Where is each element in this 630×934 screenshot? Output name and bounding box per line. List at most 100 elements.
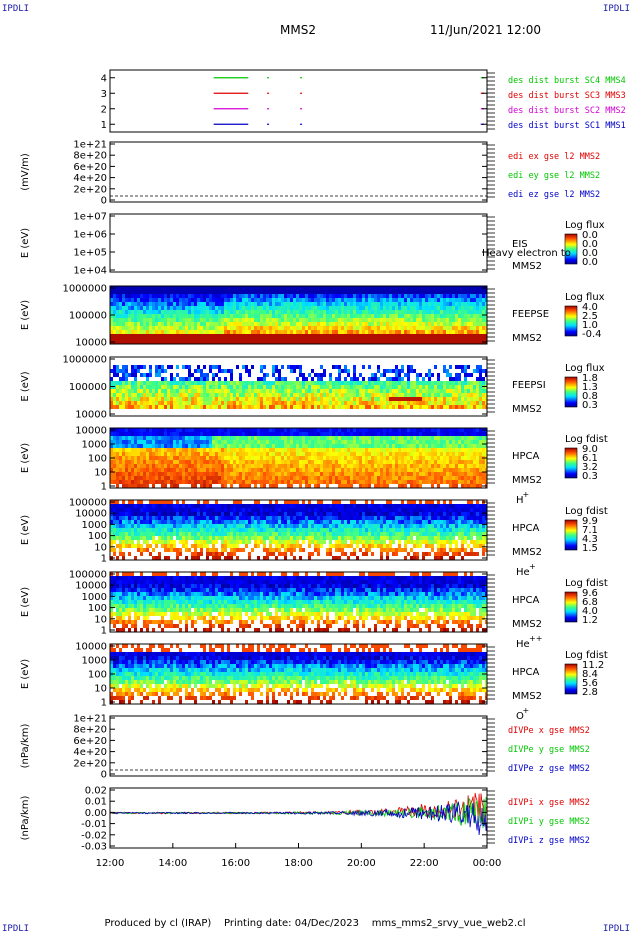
spectrogram-cell (158, 452, 161, 456)
spectrogram-cell (194, 460, 197, 464)
spectrogram-cell (326, 393, 329, 397)
spectrogram-cell (308, 298, 311, 302)
spectrogram-cell (224, 326, 227, 330)
spectrogram-cell (356, 377, 359, 381)
spectrogram-cell (281, 342, 284, 344)
spectrogram-cell (332, 444, 335, 448)
spectrogram-cell (191, 397, 194, 401)
spectrogram-cell (191, 314, 194, 318)
spectrogram-cell (278, 405, 281, 409)
spectrogram-cell (251, 448, 254, 452)
spectrogram-cell (260, 472, 263, 476)
spectrogram-cell (194, 314, 197, 318)
spectrogram-cell (437, 480, 440, 484)
spectrogram-cell (323, 338, 326, 342)
spectrogram-cell (110, 448, 113, 452)
spectrogram-cell (275, 432, 278, 436)
spectrogram-cell (275, 302, 278, 306)
spectrogram-cell (338, 298, 341, 302)
spectrogram-cell (272, 405, 275, 409)
spectrogram-cell (464, 302, 467, 306)
spectrogram-cell (209, 428, 212, 432)
spectrogram-cell (170, 298, 173, 302)
spectrogram-cell (479, 401, 482, 405)
spectrogram-cell (440, 306, 443, 310)
spectrogram-cell (311, 369, 314, 373)
spectrogram-cell (389, 405, 392, 409)
spectrogram-cell (335, 436, 338, 440)
spectrogram-cell (365, 436, 368, 440)
spectrogram-cell (467, 290, 470, 294)
spectrogram-cell (203, 338, 206, 342)
spectrogram-cell (116, 393, 119, 397)
spectrogram-cell (308, 460, 311, 464)
spectrogram-cell (179, 456, 182, 460)
spectrogram-cell (128, 306, 131, 310)
spectrogram-cell (323, 444, 326, 448)
spectrogram-cell (209, 464, 212, 468)
spectrogram-cell (428, 338, 431, 342)
spectrogram-cell (224, 310, 227, 314)
spectrogram-cell (185, 377, 188, 381)
spectrogram-cell (335, 338, 338, 342)
spectrogram-cell (485, 302, 487, 306)
spectrogram-cell (128, 290, 131, 294)
spectrogram-cell (458, 381, 461, 385)
spectrogram-cell (377, 472, 380, 476)
spectrogram-cell (479, 302, 482, 306)
spectrogram-cell (368, 342, 371, 344)
spectrogram-cell (266, 322, 269, 326)
spectrogram-cell (413, 393, 416, 397)
spectrogram-cell (380, 318, 383, 322)
spectrogram-cell (122, 405, 125, 409)
spectrogram-cell (206, 401, 209, 405)
spectrogram-cell (461, 322, 464, 326)
spectrogram-cell (299, 298, 302, 302)
spectrogram-cell (158, 298, 161, 302)
spectrogram-cell (266, 314, 269, 318)
spectrogram-cell (431, 468, 434, 472)
spectrogram-cell (119, 405, 122, 409)
spectrogram-cell (137, 428, 140, 432)
spectrogram-cell (389, 428, 392, 432)
spectrogram-cell (392, 480, 395, 484)
spectrogram-cell (188, 342, 191, 344)
spectrogram-cell (461, 294, 464, 298)
spectrogram-cell (380, 342, 383, 344)
spectrogram-cell (167, 306, 170, 310)
spectrogram-cell (383, 294, 386, 298)
spectrogram-cell (167, 338, 170, 342)
spectrogram-cell (203, 294, 206, 298)
spectrogram-cell (446, 468, 449, 472)
spectrogram-cell (449, 377, 452, 381)
spectrogram-cell (131, 326, 134, 330)
spectrogram-cell (437, 444, 440, 448)
spectrogram-cell (413, 290, 416, 294)
y-tick-label: 8e+20 (73, 151, 107, 162)
spectrogram-cell (413, 318, 416, 322)
spectrogram-cell (302, 444, 305, 448)
spectrogram-cell (125, 310, 128, 314)
spectrogram-cell (161, 476, 164, 480)
spectrogram-cell (473, 456, 476, 460)
spectrogram-cell (293, 397, 296, 401)
spectrogram-cell (245, 428, 248, 432)
spectrogram-cell (386, 460, 389, 464)
spectrogram-cell (341, 480, 344, 484)
spectrogram-cell (110, 338, 113, 342)
spectrogram-cell (317, 476, 320, 480)
spectrogram-cell (131, 452, 134, 456)
spectrogram-cell (377, 397, 380, 401)
spectrogram-cell (164, 338, 167, 342)
spectrogram-cell (332, 460, 335, 464)
spectrogram-cell (341, 476, 344, 480)
spectrogram-cell (356, 334, 359, 338)
spectrogram-cell (374, 286, 377, 290)
spectrogram-cell (380, 294, 383, 298)
spectrogram-cell (221, 369, 224, 373)
spectrogram-cell (155, 302, 158, 306)
spectrogram-cell (326, 440, 329, 444)
spectrogram-cell (350, 318, 353, 322)
spectrogram-cell (209, 302, 212, 306)
spectrogram-cell (464, 334, 467, 338)
